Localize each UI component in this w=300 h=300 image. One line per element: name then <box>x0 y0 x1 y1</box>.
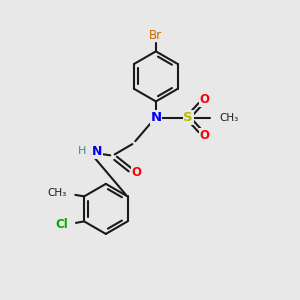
Text: N: N <box>92 145 102 158</box>
Text: O: O <box>132 166 142 178</box>
Text: O: O <box>200 93 209 106</box>
Text: O: O <box>200 129 209 142</box>
Text: H: H <box>78 146 87 157</box>
Text: Br: Br <box>149 29 163 42</box>
Text: CH₃: CH₃ <box>219 112 238 123</box>
Text: CH₃: CH₃ <box>47 188 67 198</box>
Text: N: N <box>150 111 161 124</box>
Text: Cl: Cl <box>55 218 68 231</box>
Text: S: S <box>184 111 193 124</box>
